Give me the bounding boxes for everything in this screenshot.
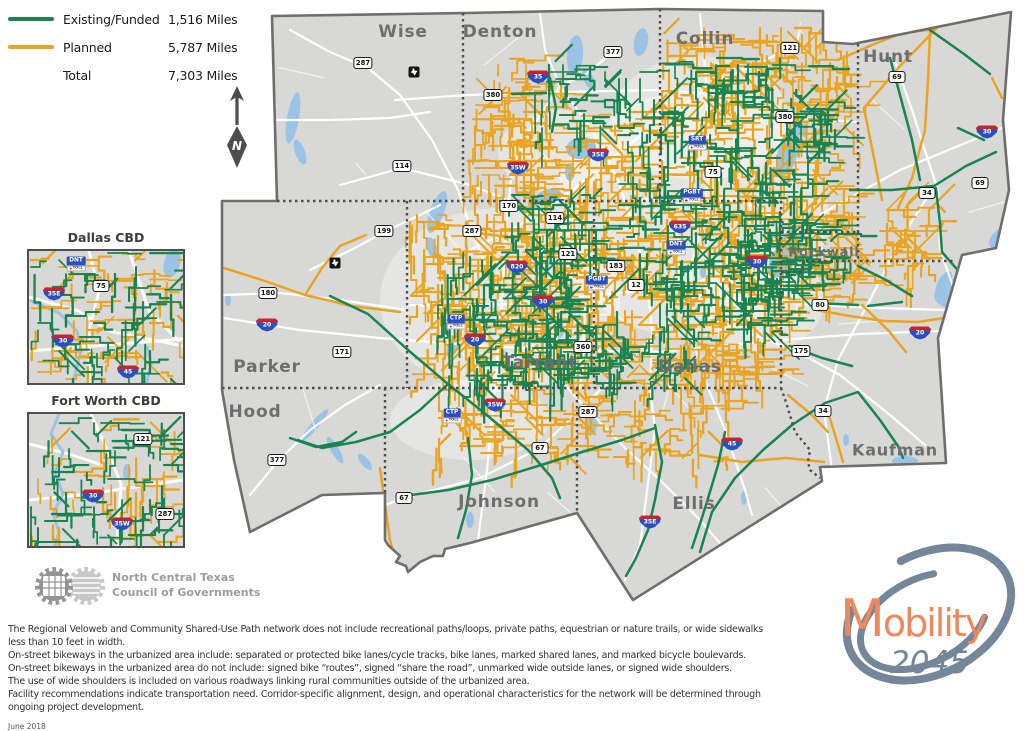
mobility-2045-logo: Mobility 2045 bbox=[840, 543, 1016, 685]
disclaimer-notes: The Regional Veloweb and Community Share… bbox=[8, 623, 763, 731]
nctcog-line2: Council of Governments bbox=[112, 586, 261, 599]
legend-row-planned: Planned 5,787 Miles bbox=[8, 38, 258, 56]
note-line: Facility recommendations indicate transp… bbox=[8, 689, 761, 700]
shield-287: 287 bbox=[155, 508, 175, 520]
legend-label: Total bbox=[63, 67, 92, 83]
legend-value: 5,787 Miles bbox=[168, 39, 238, 55]
shield-35E: 35E bbox=[43, 287, 65, 301]
inset-map-box: DNT TOLL 75 35E 30 45 bbox=[27, 249, 185, 385]
empty-swatch bbox=[8, 73, 54, 77]
note-line: On-street bikeways in the urbanized area… bbox=[8, 650, 746, 661]
existing-line-swatch bbox=[8, 17, 54, 21]
shield-45: 45 bbox=[117, 365, 139, 379]
mobility-rest: obility bbox=[883, 601, 987, 645]
map-legend: Existing/Funded 1,516 Miles Planned 5,78… bbox=[8, 10, 258, 94]
nctcog-name: North Central Texas Council of Governmen… bbox=[112, 571, 260, 601]
legend-label: Planned bbox=[63, 39, 112, 55]
legend-value: 7,303 Miles bbox=[168, 67, 238, 83]
mobility-m: M bbox=[840, 589, 883, 649]
legend-label: Existing/Funded bbox=[63, 11, 160, 27]
shield-30: 30 bbox=[82, 489, 104, 503]
shield-35W: 35W bbox=[111, 517, 133, 531]
inset-map-box: 121 30 35W 287 bbox=[27, 412, 185, 548]
inset-title: Fort Worth CBD bbox=[51, 393, 161, 408]
nctcog-gears-icon bbox=[35, 567, 105, 605]
shield-30: 30 bbox=[52, 334, 74, 348]
legend-row-existing: Existing/Funded 1,516 Miles bbox=[8, 10, 258, 28]
mobility-year: 2045 bbox=[890, 645, 969, 681]
nctcog-line1: North Central Texas bbox=[112, 571, 235, 585]
shield-121: 121 bbox=[133, 433, 153, 445]
inset-dallas-cbd: Dallas CBD DNT TOLL 75 35E 30 45 bbox=[27, 230, 185, 385]
shield-75: 75 bbox=[92, 280, 110, 292]
svg-text:N: N bbox=[232, 139, 242, 153]
note-line: The use of wide shoulders is included on… bbox=[8, 676, 530, 687]
north-arrow-icon: N bbox=[227, 86, 247, 168]
note-line: On-street bikeways in the urbanized area… bbox=[8, 663, 732, 674]
nctcog-logo: North Central Texas Council of Governmen… bbox=[28, 560, 260, 612]
svg-text:Mobility: Mobility bbox=[840, 589, 987, 649]
inset-fort-worth-cbd: Fort Worth CBD 121 30 35W 287 bbox=[27, 393, 185, 548]
note-line: ongoing project development. bbox=[8, 702, 145, 713]
map-date: June 2018 bbox=[8, 722, 46, 731]
note-line: The Regional Veloweb and Community Share… bbox=[8, 624, 764, 635]
note-line: less than 10 feet in width. bbox=[8, 637, 126, 648]
shield-DNT: DNT TOLL bbox=[66, 256, 86, 272]
inset-title: Dallas CBD bbox=[67, 230, 145, 245]
legend-value: 1,516 Miles bbox=[168, 11, 238, 27]
planned-line-swatch bbox=[8, 45, 54, 49]
legend-row-total: Total 7,303 Miles bbox=[8, 66, 258, 84]
